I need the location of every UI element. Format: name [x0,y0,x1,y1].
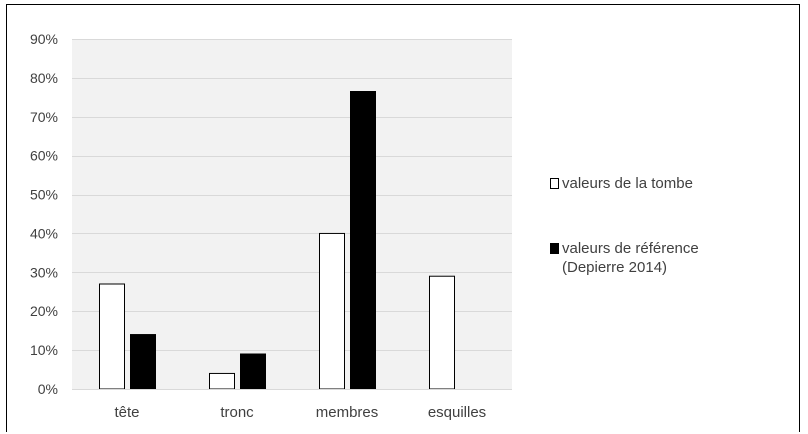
gridlines [72,39,512,351]
y-tick-label: 10% [30,342,58,358]
x-category-label: tête [114,404,139,421]
legend-label-tombe: valeurs de la tombe [562,175,693,192]
bar-tombe-3 [429,275,455,390]
y-tick-label: 70% [30,109,58,125]
y-tick-label: 20% [30,303,58,319]
y-axis-ticks: 0% 10% 20% 30% 40% 50% 60% 70% 80% 90% [30,31,58,397]
legend-item-reference: valeurs de référence (Depierre 2014) [550,239,732,277]
legend-label-reference: valeurs de référence (Depierre 2014) [562,240,699,276]
y-tick-label: 0% [38,381,58,397]
bar-reference-0 [130,334,156,390]
x-category-label: esquilles [428,404,486,421]
bars [99,91,455,390]
y-tick-label: 40% [30,225,58,241]
x-category-label: tronc [220,404,254,421]
x-axis-categories: tête tronc membres esquilles [114,404,486,421]
x-category-label: membres [316,404,379,421]
bar-tombe-2 [319,232,345,390]
y-tick-label: 60% [30,148,58,164]
y-tick-label: 30% [30,264,58,280]
bar-tombe-0 [99,283,125,390]
legend-swatch-black [550,243,559,254]
bar-tombe-1 [209,372,235,390]
bar-reference-2 [350,91,376,390]
bar-reference-1 [240,353,266,390]
y-tick-label: 80% [30,70,58,86]
y-tick-label: 90% [30,31,58,47]
y-tick-label: 50% [30,187,58,203]
chart-frame [6,4,800,432]
legend-item-tombe: valeurs de la tombe [550,174,732,193]
legend-swatch-white [550,178,559,189]
